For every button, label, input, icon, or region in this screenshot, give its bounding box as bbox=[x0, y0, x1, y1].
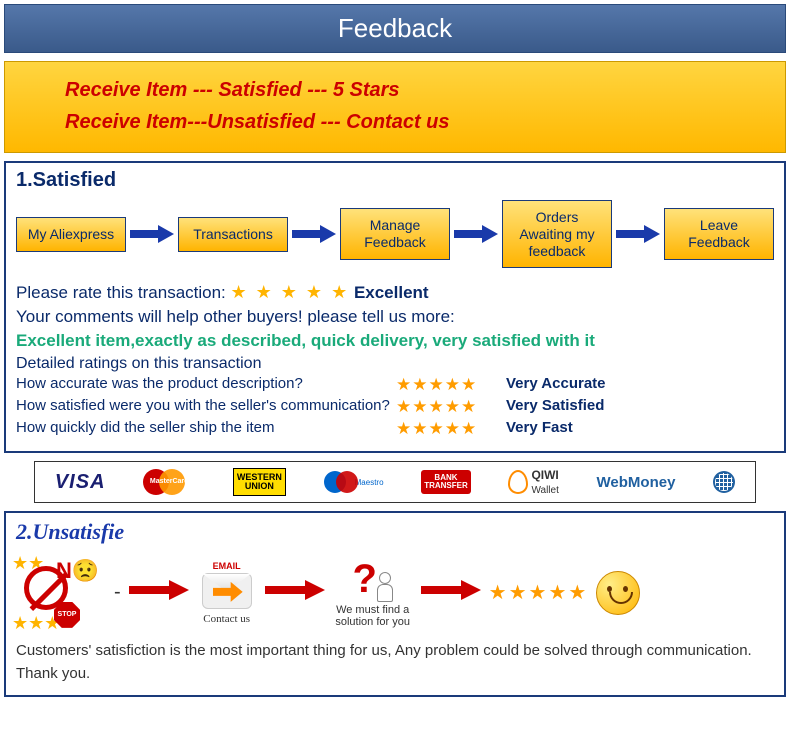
webmoney-logo: WebMoney bbox=[597, 474, 676, 491]
flow-row: My Aliexpress Transactions Manage Feedba… bbox=[16, 200, 774, 268]
flow-step-5[interactable]: Leave Feedback bbox=[664, 208, 774, 260]
unsatisfied-title: 2.Unsatisfie bbox=[16, 519, 774, 545]
arrow-icon bbox=[616, 224, 660, 244]
arrow-icon bbox=[292, 224, 336, 244]
flow-step-2[interactable]: Transactions bbox=[178, 217, 288, 252]
arrow-icon bbox=[454, 224, 498, 244]
detail-heading: Detailed ratings on this transaction bbox=[16, 355, 774, 373]
arrow-red-icon bbox=[265, 580, 325, 605]
star-icon: ★★★★★ bbox=[396, 419, 506, 439]
header-title: Feedback bbox=[338, 13, 452, 43]
dash: - bbox=[114, 581, 121, 604]
rate-line: Please rate this transaction: ★ ★ ★ ★ ★ … bbox=[16, 282, 774, 303]
qiwi-logo: QIWIWallet bbox=[508, 468, 558, 496]
visa-logo: VISA bbox=[55, 471, 106, 494]
western-union-logo: WESTERNUNION bbox=[233, 468, 286, 496]
comments-hint: Your comments will help other buyers! pl… bbox=[16, 307, 774, 327]
header-bar: Feedback bbox=[4, 4, 786, 53]
detail-question: How satisfied were you with the seller's… bbox=[16, 397, 396, 417]
detail-row: How satisfied were you with the seller's… bbox=[16, 397, 774, 417]
unsat-flow: ★★ ★★★ N😟 STOP - EMAIL Contact us ? We m… bbox=[16, 557, 774, 628]
unsatisfied-section: 2.Unsatisfie ★★ ★★★ N😟 STOP - EMAIL Cont… bbox=[4, 511, 786, 697]
bank-transfer-logo: BANKTRANSFER bbox=[421, 470, 471, 494]
flow-step-3[interactable]: Manage Feedback bbox=[340, 208, 450, 260]
detail-row: How quickly did the seller ship the item… bbox=[16, 419, 774, 439]
star-icon: ★★★★★ bbox=[396, 397, 506, 417]
stop-icon: STOP bbox=[54, 602, 80, 628]
star-icon: ★★★★★ bbox=[396, 375, 506, 395]
globe-icon bbox=[713, 471, 735, 493]
detail-row: How accurate was the product description… bbox=[16, 375, 774, 395]
arrow-icon bbox=[130, 224, 174, 244]
satisfied-section: 1.Satisfied My Aliexpress Transactions M… bbox=[4, 161, 786, 453]
arrow-red-icon bbox=[129, 580, 189, 605]
maestro-logo: Maestro bbox=[324, 469, 384, 495]
instructions-box: Receive Item --- Satisfied --- 5 Stars R… bbox=[4, 61, 786, 153]
detail-question: How accurate was the product description… bbox=[16, 375, 396, 395]
footer-text: Customers' satisfiction is the most impo… bbox=[16, 640, 774, 685]
instruction-line-2: Receive Item---Unsatisfied --- Contact u… bbox=[65, 106, 765, 138]
payment-strip: VISA MasterCard WESTERNUNION Maestro BAN… bbox=[34, 461, 756, 503]
no-rating-icon: ★★ ★★★ N😟 STOP bbox=[16, 558, 106, 628]
star-icon: ★ ★ ★ ★ ★ bbox=[231, 282, 350, 302]
detail-rating: Very Accurate bbox=[506, 375, 606, 395]
detail-rating: Very Fast bbox=[506, 419, 573, 439]
rate-label: Please rate this transaction: bbox=[16, 283, 226, 302]
contact-us-icon[interactable]: EMAIL Contact us bbox=[197, 561, 257, 625]
arrow-red-icon bbox=[421, 580, 481, 605]
star-icon: ★★★★★ bbox=[489, 580, 589, 605]
mastercard-logo: MasterCard bbox=[143, 469, 195, 495]
example-comment: Excellent item,exactly as described, qui… bbox=[16, 331, 774, 351]
detail-rating: Very Satisfied bbox=[506, 397, 604, 417]
rate-value: Excellent bbox=[354, 283, 429, 302]
satisfied-title: 1.Satisfied bbox=[16, 169, 774, 192]
solution-icon: ? We must find a solution for you bbox=[333, 557, 413, 628]
flow-step-4[interactable]: Orders Awaiting my feedback bbox=[502, 200, 612, 268]
flow-step-1[interactable]: My Aliexpress bbox=[16, 217, 126, 252]
detail-question: How quickly did the seller ship the item bbox=[16, 419, 396, 439]
instruction-line-1: Receive Item --- Satisfied --- 5 Stars bbox=[65, 74, 765, 106]
smiley-icon bbox=[596, 571, 640, 615]
